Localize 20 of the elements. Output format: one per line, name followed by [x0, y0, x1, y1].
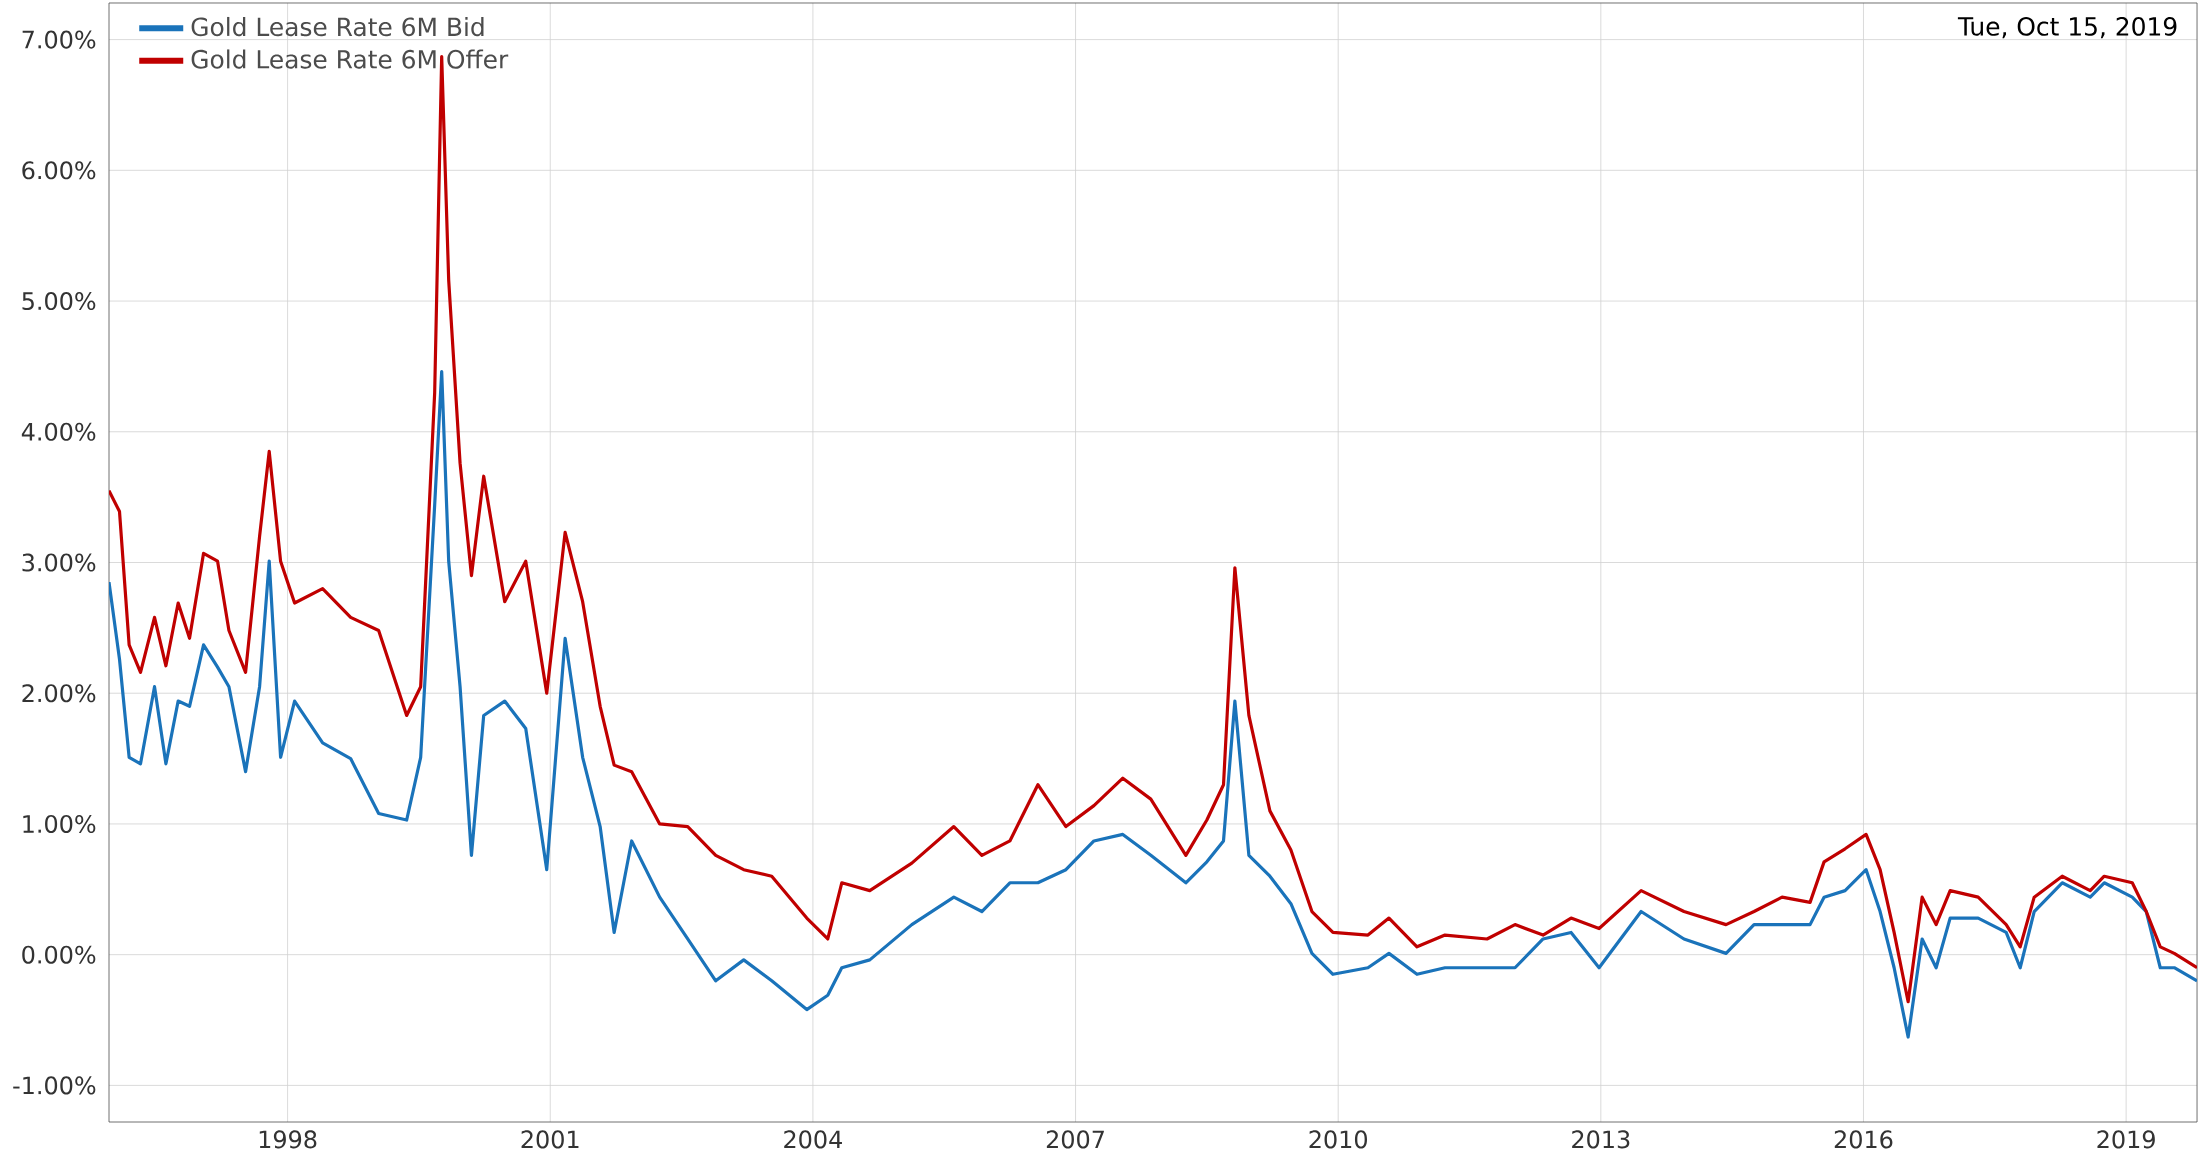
legend-label: Gold Lease Rate 6M Bid [191, 16, 484, 37]
y-tick-label: 2.00% [22, 684, 96, 703]
y-tick-label: -1.00% [13, 1076, 96, 1095]
y-tick-label: 5.00% [22, 292, 96, 311]
y-tick-label: 0.00% [22, 945, 96, 964]
x-tick-label: 1998 [259, 1130, 317, 1149]
x-tick-label: 2001 [521, 1130, 579, 1149]
x-tick-label: 2010 [1309, 1130, 1368, 1149]
y-tick-label: 6.00% [22, 161, 96, 180]
legend-label: Gold Lease Rate 6M Offer [191, 49, 509, 69]
x-tick-label: 2007 [1046, 1130, 1104, 1149]
annotation: Tue, Oct 15, 2019 [1957, 16, 2177, 39]
x-tick-label: 2004 [784, 1130, 842, 1149]
x-tick-label: 2016 [1834, 1130, 1893, 1149]
y-tick-label: 1.00% [23, 814, 96, 833]
y-tick-label: 7.00% [22, 30, 96, 49]
y-tick-label: 3.00% [22, 553, 96, 572]
x-tick-label: 2013 [1572, 1130, 1630, 1149]
y-tick-label: 4.00% [21, 422, 96, 441]
x-tick-label: 2019 [2097, 1130, 2155, 1149]
